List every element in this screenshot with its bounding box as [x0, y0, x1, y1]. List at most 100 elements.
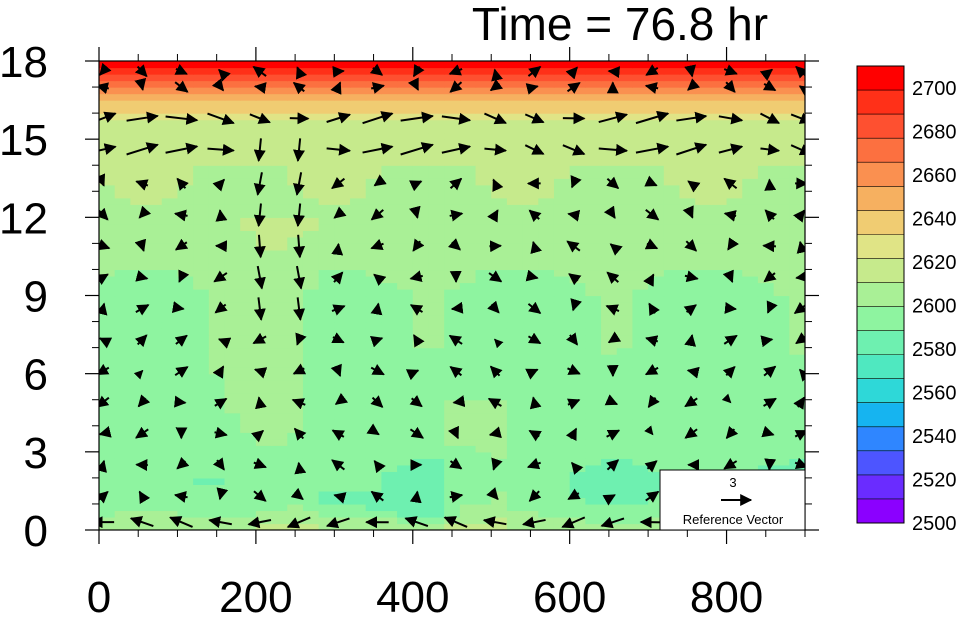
field-cell [255, 510, 273, 518]
field-cell [397, 275, 414, 284]
field-cell [271, 106, 288, 114]
field-cell [679, 321, 696, 329]
wind-vector [134, 238, 147, 252]
field-cell [114, 438, 131, 446]
wind-vector [373, 273, 387, 286]
field-cell [428, 67, 445, 75]
field-cell [334, 171, 351, 179]
field-cell [381, 347, 398, 355]
field-cell [757, 74, 775, 82]
field-cell [428, 399, 445, 407]
field-cell [742, 165, 759, 173]
wind-vector [598, 111, 629, 124]
field-cell [318, 74, 335, 82]
field-cell [208, 67, 226, 75]
field-cell [773, 262, 790, 271]
field-cell [459, 373, 477, 381]
field-cell [114, 510, 131, 518]
field-cell [302, 328, 320, 336]
wind-vector [212, 365, 225, 379]
field-cell [146, 230, 163, 238]
field-cell [412, 106, 430, 114]
field-cell [255, 236, 273, 244]
field-cell [318, 282, 335, 290]
field-cell [491, 354, 508, 362]
field-cell [538, 165, 555, 173]
field-cell [177, 269, 194, 277]
wind-vector [722, 269, 734, 283]
wind-vector [684, 238, 698, 252]
field-cell [271, 145, 288, 153]
field-cell [146, 419, 163, 427]
field-cell [193, 256, 210, 264]
field-cell [240, 354, 257, 362]
field-cell [444, 269, 461, 277]
field-cell [240, 210, 257, 218]
field-cell [459, 510, 477, 518]
wind-vector [409, 490, 422, 504]
field-cell [255, 321, 273, 329]
field-cell [114, 230, 131, 238]
field-cell [616, 373, 634, 381]
field-cell [648, 477, 665, 486]
field-cell [679, 347, 696, 355]
field-cell [428, 471, 445, 479]
field-cell [350, 490, 367, 499]
field-cell [553, 119, 571, 127]
field-cell [679, 249, 696, 258]
field-cell [255, 477, 273, 486]
field-cell [757, 256, 775, 264]
wind-vector [793, 301, 805, 314]
field-cell [287, 217, 304, 225]
field-cell [114, 393, 131, 401]
field-cell [553, 74, 571, 82]
field-cell [428, 158, 445, 166]
field-cell [648, 471, 665, 479]
field-cell [224, 210, 241, 218]
field-cell [255, 438, 273, 446]
field-cell [553, 217, 571, 225]
field-cell [287, 275, 304, 284]
field-cell [428, 288, 445, 297]
field-cell [208, 458, 226, 466]
field-cell [757, 328, 775, 336]
field-cell [459, 523, 477, 530]
field-cell [459, 178, 477, 186]
field-cell [773, 438, 790, 446]
field-cell [585, 191, 602, 199]
field-cell [663, 113, 681, 121]
field-cell [271, 243, 288, 251]
field-cell [601, 451, 618, 459]
field-cell [616, 217, 634, 225]
wind-vector [763, 270, 777, 283]
field-cell [773, 288, 790, 297]
field-cell [224, 516, 241, 525]
field-cell [601, 262, 618, 271]
field-cell [569, 204, 586, 212]
field-cell [318, 315, 335, 323]
field-cell [224, 341, 241, 349]
field-cell [255, 269, 273, 277]
field-cell [397, 230, 414, 238]
field-cell [695, 334, 712, 342]
field-cell [334, 243, 351, 251]
field-cell [412, 490, 430, 499]
field-cell [444, 328, 461, 336]
field-cell [412, 347, 430, 355]
wind-vector [99, 273, 109, 286]
field-cell [193, 249, 210, 258]
field-cell [616, 321, 634, 329]
field-cell [616, 445, 634, 453]
wind-vector [448, 238, 461, 251]
field-cell [271, 210, 288, 218]
field-cell [350, 347, 367, 355]
field-cell [365, 256, 382, 264]
field-cell [757, 152, 775, 160]
field-cell [710, 197, 728, 205]
field-cell [726, 61, 743, 69]
field-cell [99, 341, 116, 349]
field-cell [177, 451, 194, 459]
field-cell [632, 100, 649, 108]
field-cell [506, 484, 524, 492]
field-cell [271, 197, 288, 205]
